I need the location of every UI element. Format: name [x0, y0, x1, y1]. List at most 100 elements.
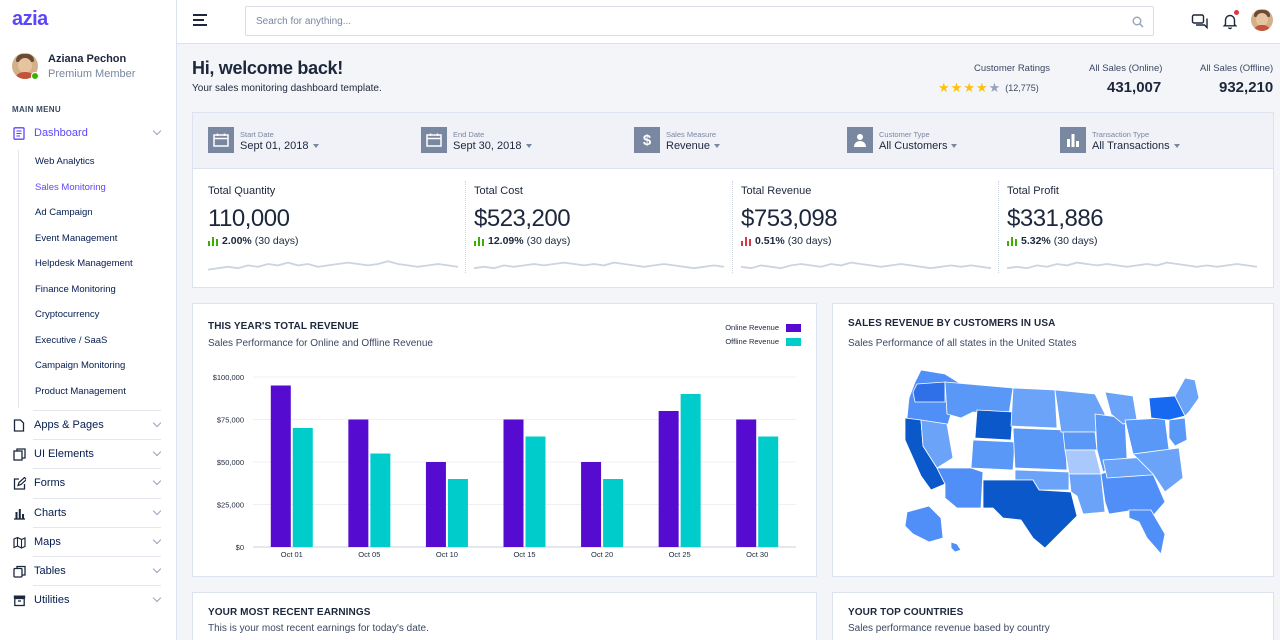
sidebar-item-forms[interactable]: Forms	[12, 469, 162, 497]
legend-online[interactable]: Online Revenue	[725, 323, 801, 332]
sidebar-subitem[interactable]: Executive / SaaS	[35, 335, 108, 346]
brand-logo[interactable]: azia	[12, 8, 48, 30]
x-tick-label: Oct 30	[746, 550, 768, 559]
sidebar-subitem[interactable]: Event Management	[35, 233, 118, 244]
messages-icon[interactable]	[1191, 12, 1209, 30]
filter-end-date[interactable]: End Date Sept 30, 2018	[421, 127, 611, 155]
sidebar-item-dashboard[interactable]: Dashboard	[12, 119, 162, 147]
legend-online-swatch	[786, 323, 801, 332]
trend-down-icon	[741, 236, 751, 246]
page-title: Hi, welcome back!	[192, 58, 343, 78]
sidebar-item-maps[interactable]: Maps	[12, 528, 162, 556]
metric-value: $523,200	[474, 205, 571, 232]
state-colorado	[970, 439, 1016, 471]
state-arizona-nm	[936, 467, 984, 509]
filter-value[interactable]: Sept 30, 2018	[453, 140, 532, 152]
bar-offline[interactable]	[447, 479, 468, 547]
offline-sales-label: All Sales (Offline)	[1200, 63, 1274, 74]
search-input[interactable]	[246, 7, 1126, 35]
filter-value-text: Revenue	[666, 140, 711, 152]
sidebar-item-label: Apps & Pages	[34, 419, 104, 431]
legend-offline-label: Offline Revenue	[725, 337, 779, 346]
bar-offline[interactable]	[370, 453, 391, 548]
filter-value[interactable]: Sept 01, 2018	[240, 140, 319, 152]
svg-text:$: $	[643, 132, 652, 148]
sidebar: azia Aziana Pechon Premium Member MAIN M…	[0, 0, 177, 640]
state-new-england	[1174, 377, 1200, 417]
filter-transaction-type[interactable]: Transaction Type All Transactions	[1060, 127, 1250, 155]
metrics-panel: Start Date Sept 01, 2018 End Date Sept 30, …	[192, 112, 1274, 288]
sidebar-subitem[interactable]: Product Management	[35, 386, 126, 397]
filter-value-text: Sept 01, 2018	[240, 140, 309, 152]
filter-customer-type[interactable]: Customer Type All Customers	[847, 127, 1037, 155]
sidebar-subitem[interactable]: Sales Monitoring	[35, 182, 106, 193]
x-tick-label: Oct 15	[513, 550, 535, 559]
y-tick-label: $25,000	[217, 501, 244, 510]
map-icon	[12, 535, 26, 549]
filter-label: Sales Measure	[666, 130, 717, 139]
sidebar-item-ui-elements[interactable]: UI Elements	[12, 440, 162, 468]
sidebar-subitem[interactable]: Web Analytics	[35, 156, 95, 167]
bar-offline[interactable]	[292, 428, 313, 547]
metric-divider	[465, 181, 466, 273]
card-subtitle: Sales Performance for Online and Offline…	[208, 338, 433, 349]
metric-period: (30 days)	[1053, 235, 1098, 247]
filter-value[interactable]: All Transactions	[1092, 140, 1180, 152]
legend-offline[interactable]: Offline Revenue	[725, 337, 801, 346]
usa-states	[904, 369, 1200, 555]
usa-map[interactable]	[833, 362, 1273, 562]
usa-map-card: SALES REVENUE BY CUSTOMERS IN USA Sales …	[832, 303, 1274, 577]
bar-offline[interactable]	[525, 436, 546, 548]
sidebar-subitem[interactable]: Cryptocurrency	[35, 309, 100, 320]
metric-total-profit: Total Profit $331,886 5.32% (30 days)	[1007, 185, 1259, 275]
sidebar-subitem[interactable]: Ad Campaign	[35, 207, 93, 218]
legend-online-label: Online Revenue	[725, 323, 779, 332]
bar-online[interactable]	[270, 385, 291, 548]
sidebar-item-utilities[interactable]: Utilities	[12, 586, 162, 614]
metric-sparkline	[208, 260, 459, 271]
sidebar-item-label: Tables	[34, 565, 66, 577]
metric-value: $753,098	[741, 205, 838, 232]
user-profile[interactable]: Aziana Pechon Premium Member	[12, 52, 172, 82]
x-tick-label: Oct 01	[281, 550, 303, 559]
bar-offline[interactable]	[680, 394, 701, 547]
search-icon[interactable]	[1132, 15, 1144, 33]
sidebar-subitem[interactable]: Finance Monitoring	[35, 284, 116, 295]
metric-change-value: 12.09%	[488, 235, 524, 247]
menu-toggle-icon[interactable]	[193, 14, 207, 26]
online-sales-label: All Sales (Online)	[1089, 63, 1163, 74]
notifications-icon[interactable]	[1221, 10, 1239, 30]
calendar-icon	[208, 127, 234, 153]
filter-bar: Start Date Sept 01, 2018 End Date Sept 30, …	[193, 113, 1273, 169]
chevron-down-icon	[152, 564, 162, 574]
state-nebraska-kansas	[1012, 427, 1068, 471]
sidebar-divider	[33, 498, 161, 499]
chevron-down-icon	[152, 126, 162, 136]
online-status-dot	[31, 72, 39, 80]
sidebar-subitem[interactable]: Campaign Monitoring	[35, 360, 126, 371]
submenu-line	[18, 150, 19, 408]
bar-offline[interactable]	[603, 479, 624, 547]
filter-value[interactable]: All Customers	[879, 140, 958, 152]
edit-icon	[12, 476, 26, 490]
sidebar-item-apps-pages[interactable]: Apps & Pages	[12, 411, 162, 439]
bar-offline[interactable]	[758, 436, 779, 548]
bar-online[interactable]	[503, 419, 524, 548]
y-tick-label: $50,000	[217, 458, 244, 467]
filter-start-date[interactable]: Start Date Sept 01, 2018	[208, 127, 398, 155]
filter-value[interactable]: Revenue	[666, 140, 721, 152]
sidebar-subitem[interactable]: Helpdesk Management	[35, 258, 133, 269]
copy-icon	[12, 564, 26, 578]
header-avatar[interactable]	[1251, 9, 1273, 31]
filter-sales-measure[interactable]: $ Sales Measure Revenue	[634, 127, 824, 155]
sidebar-item-charts[interactable]: Charts	[12, 499, 162, 527]
bar-online[interactable]	[581, 462, 602, 547]
bar-online[interactable]	[425, 462, 446, 547]
bar-online[interactable]	[736, 419, 757, 548]
bar-online[interactable]	[348, 419, 369, 548]
metric-change: 5.32% (30 days)	[1007, 235, 1098, 247]
state-nevada-utah	[920, 419, 954, 469]
sidebar-item-tables[interactable]: Tables	[12, 557, 162, 585]
bar-online[interactable]	[658, 411, 679, 547]
document-icon	[12, 126, 26, 140]
